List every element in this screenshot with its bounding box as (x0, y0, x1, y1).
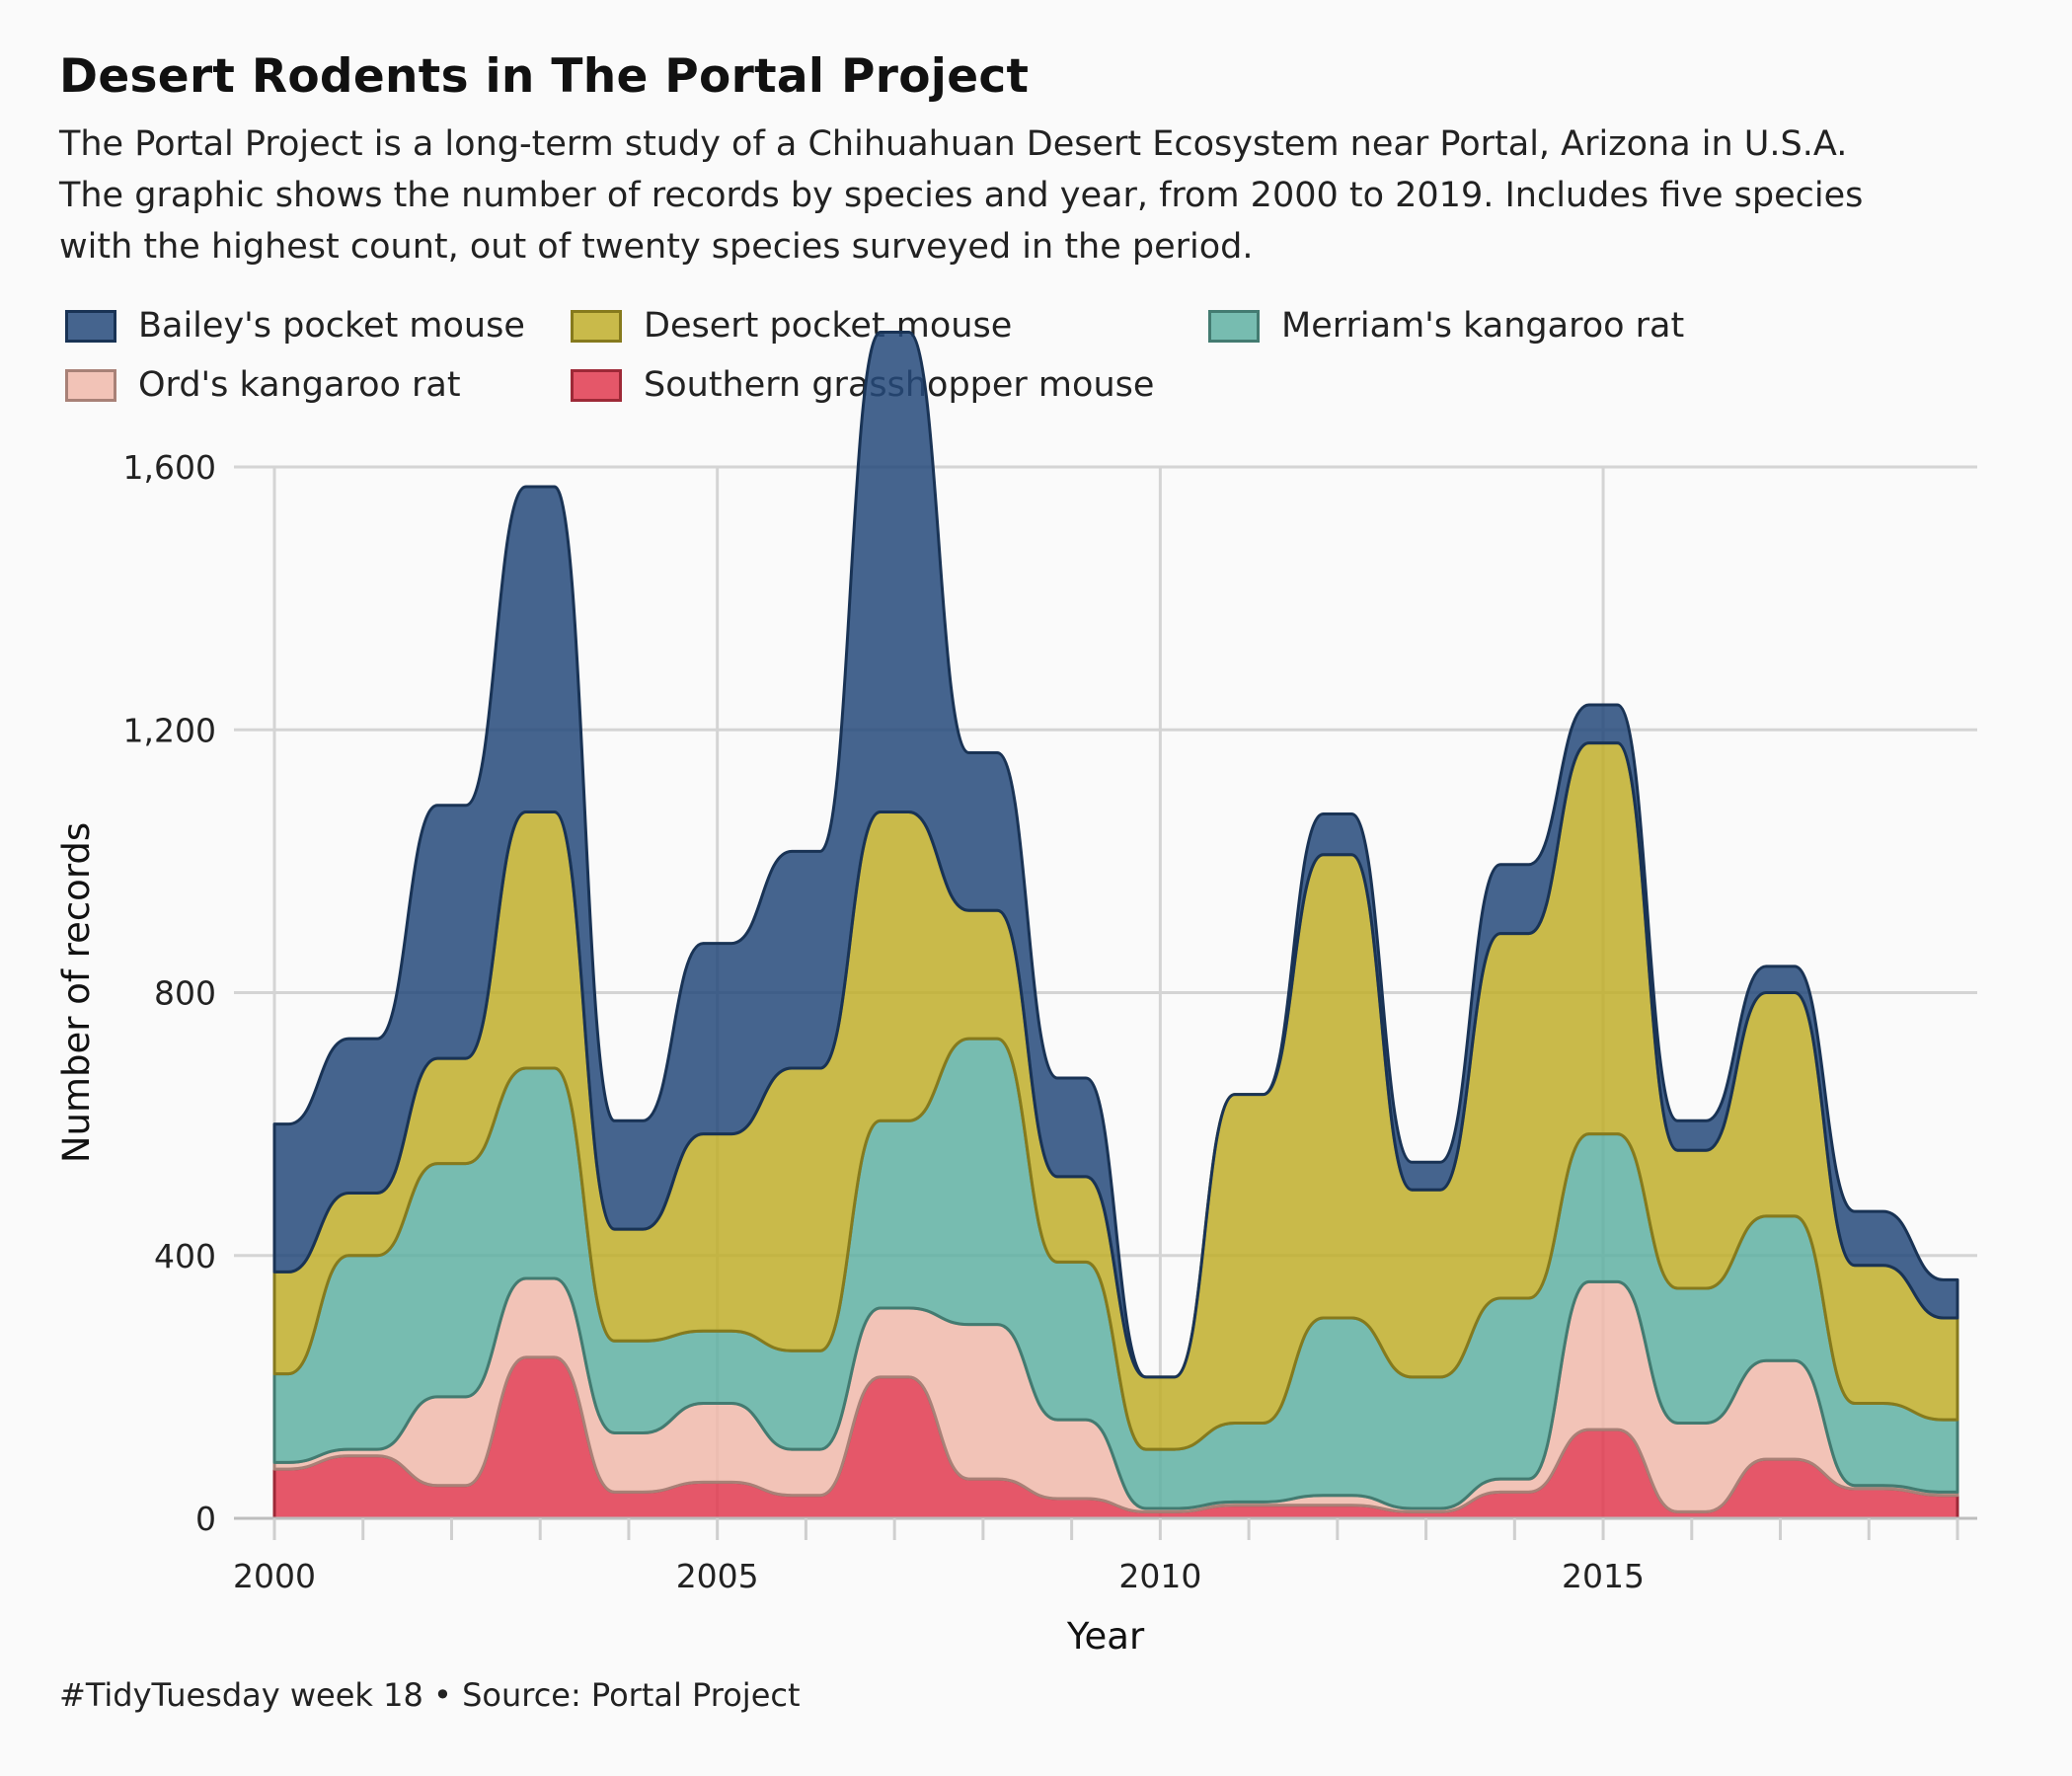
legend-item-desert-pocket: Desert pocket mouse (571, 306, 1012, 346)
legend-swatch (1208, 309, 1260, 343)
subtitle-line: with the highest count, out of twenty sp… (59, 227, 1254, 267)
subtitle-line: The graphic shows the number of records … (59, 176, 1864, 215)
y-tick-label: 800 (154, 974, 216, 1013)
y-tick-label: 0 (195, 1500, 216, 1538)
plot-areas (272, 331, 1959, 1520)
chart-subtitle: The Portal Project is a long-term study … (59, 118, 2034, 272)
legend-item-merriams: Merriam's kangaroo rat (1208, 306, 1684, 346)
legend-label: Merriam's kangaroo rat (1281, 306, 1685, 346)
caption: #TidyTuesday week 18 • Source: Portal Pr… (59, 1676, 801, 1714)
chart-title: Desert Rodents in The Portal Project (59, 49, 1030, 104)
legend-item-ords: Ord's kangaroo rat (65, 365, 461, 405)
y-tick-label: 1,600 (123, 448, 216, 487)
x-axis-title: Year (1066, 1615, 1145, 1658)
legend-swatch (571, 368, 622, 402)
legend-label: Desert pocket mouse (644, 306, 1013, 346)
axes: 2000 2005 2010 2015 0 400 800 1,200 1,600 (123, 448, 1977, 1595)
subtitle-line: The Portal Project is a long-term study … (59, 124, 1848, 164)
y-axis-title: Number of records (55, 822, 98, 1163)
y-tick-label: 1,200 (123, 711, 216, 749)
legend-label: Ord's kangaroo rat (138, 365, 461, 405)
legend-item-baileys: Bailey's pocket mouse (65, 306, 525, 346)
x-tick-label: 2000 (233, 1557, 316, 1595)
y-tick-label: 400 (154, 1237, 216, 1275)
x-tick-label: 2010 (1118, 1557, 1201, 1595)
legend-swatch (571, 309, 622, 343)
legend-label: Bailey's pocket mouse (138, 306, 525, 346)
x-tick-label: 2015 (1562, 1557, 1645, 1595)
area-bailey-s-pocket-mouse (272, 331, 1959, 1379)
legend-swatch (65, 368, 116, 402)
x-tick-label: 2005 (676, 1557, 759, 1595)
legend-swatch (65, 309, 116, 343)
